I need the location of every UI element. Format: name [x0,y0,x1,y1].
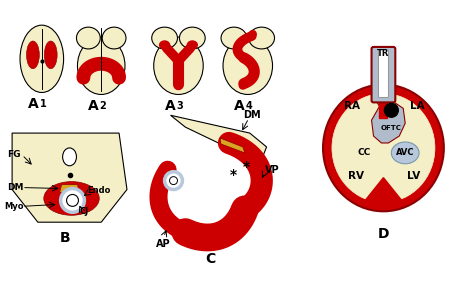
Ellipse shape [392,142,419,164]
Text: TR: TR [377,49,390,58]
Text: VP: VP [265,165,279,175]
Text: D: D [378,227,389,241]
Ellipse shape [332,93,435,202]
Ellipse shape [44,182,99,215]
Text: AVC: AVC [396,148,414,157]
Bar [379,91,387,118]
Ellipse shape [76,27,100,49]
Text: *: * [230,168,237,182]
Text: AP: AP [156,239,171,249]
Text: RA: RA [344,101,360,111]
Polygon shape [364,178,403,202]
Text: A: A [234,99,245,113]
Text: B: B [59,231,70,245]
Ellipse shape [63,148,76,166]
Ellipse shape [44,41,57,69]
Circle shape [170,177,177,185]
Circle shape [67,194,78,206]
Text: RV: RV [348,171,364,181]
Ellipse shape [160,41,170,49]
Polygon shape [12,133,127,222]
Ellipse shape [221,27,247,49]
Text: A: A [87,99,98,113]
Ellipse shape [323,85,444,211]
Text: LA: LA [410,101,424,111]
Text: DM: DM [243,110,261,120]
Text: CJ: CJ [80,207,89,216]
Circle shape [60,188,86,213]
Ellipse shape [27,41,39,69]
Text: CC: CC [357,148,370,157]
Text: OFTC: OFTC [381,125,402,131]
Text: FG: FG [7,150,21,159]
Ellipse shape [102,27,126,49]
Ellipse shape [175,82,182,89]
FancyBboxPatch shape [378,50,388,97]
Polygon shape [372,98,405,143]
Polygon shape [171,115,266,157]
Text: *: * [243,160,250,174]
Ellipse shape [77,37,125,95]
Ellipse shape [249,27,274,49]
Text: 4: 4 [246,101,252,112]
Ellipse shape [249,31,256,38]
Text: C: C [205,252,215,266]
Circle shape [384,103,398,117]
Text: 2: 2 [99,101,106,112]
Text: DM: DM [7,183,24,192]
Ellipse shape [180,27,205,49]
Text: 1: 1 [40,99,47,110]
Text: Endo: Endo [87,186,111,195]
Polygon shape [60,185,80,192]
Text: A: A [28,97,39,112]
Ellipse shape [187,41,197,49]
Text: LV: LV [406,171,420,181]
Circle shape [61,188,85,212]
Ellipse shape [152,27,177,49]
Ellipse shape [154,37,203,95]
Text: A: A [165,99,176,113]
Circle shape [165,172,182,190]
Polygon shape [220,138,245,153]
Text: 3: 3 [176,101,183,112]
Text: Myo: Myo [4,202,24,211]
FancyBboxPatch shape [372,47,395,102]
Ellipse shape [20,25,63,93]
Ellipse shape [223,37,273,95]
Ellipse shape [239,82,246,89]
